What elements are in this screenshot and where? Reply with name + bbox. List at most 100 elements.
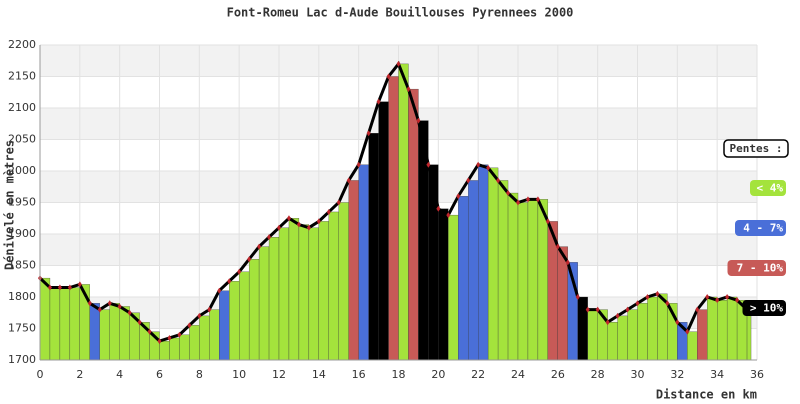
slope-bar (408, 88, 419, 361)
x-axis-label: Distance en km (656, 388, 757, 401)
point-marker (267, 234, 272, 241)
slope-bar (258, 246, 270, 361)
x-tick-label: 8 (196, 368, 203, 381)
point-marker (705, 294, 710, 300)
point-marker (665, 300, 670, 307)
point-marker (555, 243, 560, 250)
point-marker (595, 306, 600, 313)
slope-bar (438, 208, 449, 361)
slope-bar (69, 287, 80, 361)
slope-bar (328, 211, 339, 361)
slope-bar (169, 337, 180, 361)
slope-bar (39, 277, 51, 361)
point-marker (615, 312, 620, 319)
slope-bar (248, 259, 260, 361)
point-marker (207, 306, 212, 313)
slope-bar (368, 133, 379, 361)
slope-bar (189, 325, 200, 361)
point-marker (157, 338, 162, 345)
slope-bar (268, 236, 280, 361)
slope-bar (537, 199, 549, 361)
x-tick-label: 20 (431, 368, 445, 381)
slope-bar (707, 296, 718, 361)
point-marker (506, 190, 511, 197)
legend-swatch (735, 220, 786, 236)
slope-bar (726, 296, 738, 361)
x-tick-label: 12 (272, 368, 286, 381)
profile-line (38, 60, 749, 343)
point-marker (715, 297, 720, 304)
slope-bar (89, 303, 100, 361)
slope-bar (229, 281, 240, 361)
slope-bar (278, 227, 290, 361)
point-marker (97, 306, 102, 313)
point-marker (247, 256, 252, 263)
y-tick-label: 2100 (8, 101, 36, 114)
point-marker (735, 297, 740, 304)
point-marker (436, 205, 441, 212)
point-marker (655, 290, 660, 297)
legend-label: < 4% (757, 182, 784, 195)
point-marker (645, 294, 650, 300)
x-tick-label: 0 (37, 368, 44, 381)
point-marker (87, 300, 92, 307)
point-marker (376, 98, 381, 105)
legend-swatch (727, 260, 786, 276)
x-tick-label: 26 (551, 368, 565, 381)
slope-bar (308, 227, 319, 361)
point-marker (605, 319, 610, 326)
point-marker (137, 319, 142, 326)
slope-bar (587, 309, 598, 361)
slope-bar (99, 309, 110, 361)
point-marker (237, 268, 242, 275)
x-tick-label: 2 (76, 368, 83, 381)
slope-bar (527, 199, 539, 361)
point-marker (695, 306, 700, 313)
slope-bar (348, 180, 359, 361)
y-tick-label: 2150 (8, 70, 36, 83)
point-marker (187, 322, 192, 329)
point-marker (585, 306, 590, 313)
point-marker (346, 177, 351, 184)
slope-bar (507, 192, 519, 361)
legend-label: > 10% (750, 302, 783, 315)
slope-bar (687, 331, 698, 361)
slope-bar (239, 271, 250, 361)
point-marker (47, 284, 52, 291)
point-marker (57, 284, 62, 291)
point-marker (525, 196, 530, 203)
slope-bar (358, 164, 369, 361)
slope-bar (219, 290, 230, 361)
legend-swatch (742, 300, 786, 316)
slope-bar (627, 309, 638, 361)
point-marker (496, 177, 501, 184)
point-marker (117, 303, 122, 310)
slope-bar (497, 180, 509, 361)
slope-bar (517, 202, 529, 361)
point-marker (316, 218, 321, 225)
slope-bar (428, 164, 439, 361)
slope-bar (458, 196, 469, 361)
point-marker (306, 224, 311, 231)
point-marker (476, 161, 481, 168)
slope-bar (448, 214, 459, 361)
point-marker (227, 278, 232, 285)
y-tick-label: 1850 (8, 259, 36, 272)
slope-bar (717, 299, 728, 361)
point-marker (277, 224, 281, 231)
point-marker (685, 328, 690, 335)
point-marker (147, 328, 152, 335)
x-tick-label: 34 (710, 368, 724, 381)
point-marker (466, 177, 471, 184)
point-marker (286, 215, 291, 222)
legend-label: 7 - 10% (737, 262, 784, 275)
point-marker (77, 281, 82, 288)
y-tick-label: 2000 (8, 164, 36, 177)
point-marker (625, 306, 630, 313)
point-marker (177, 331, 182, 338)
slope-bar (468, 180, 479, 361)
point-marker (386, 73, 391, 80)
x-tick-label: 6 (156, 368, 163, 381)
x-tick-label: 16 (352, 368, 366, 381)
